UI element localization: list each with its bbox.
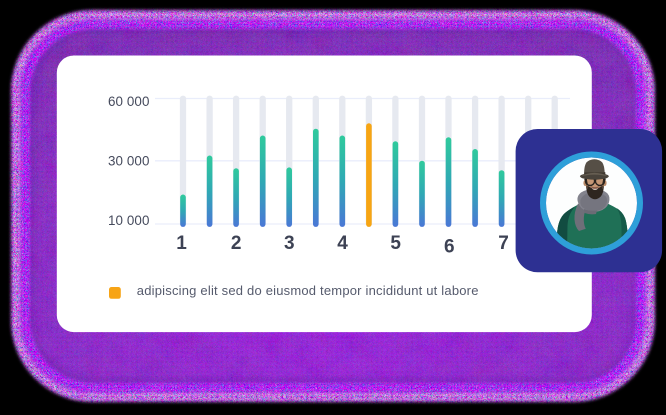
svg-text:10 000: 10 000 [108,213,150,228]
svg-text:5: 5 [390,233,401,254]
svg-text:60 000: 60 000 [108,94,150,109]
svg-text:adipiscing elit sed do eiusmod: adipiscing elit sed do eiusmod tempor in… [137,283,479,298]
svg-text:30 000: 30 000 [108,154,150,169]
svg-text:4: 4 [337,233,348,254]
svg-text:2: 2 [231,233,242,254]
svg-text:1: 1 [176,233,187,254]
svg-text:7: 7 [498,233,509,254]
svg-text:3: 3 [284,233,295,254]
svg-text:6: 6 [444,237,455,258]
